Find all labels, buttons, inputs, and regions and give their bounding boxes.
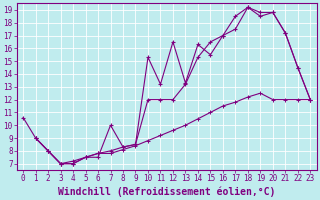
X-axis label: Windchill (Refroidissement éolien,°C): Windchill (Refroidissement éolien,°C) <box>58 186 276 197</box>
